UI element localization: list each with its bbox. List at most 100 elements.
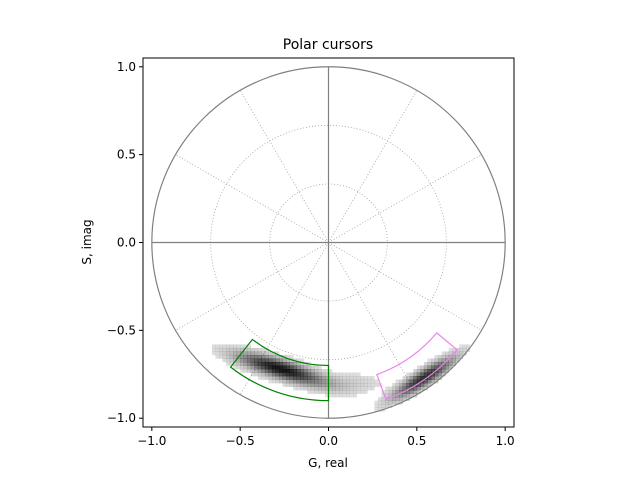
histogram-bin xyxy=(254,347,259,352)
histogram-bin xyxy=(353,376,358,380)
histogram-bin xyxy=(261,372,266,377)
histogram-bin xyxy=(321,383,326,387)
histogram-bin xyxy=(271,379,276,384)
histogram-bin xyxy=(264,361,269,366)
histogram-bin xyxy=(275,354,280,359)
histogram-bin xyxy=(307,369,312,373)
histogram-bin xyxy=(342,390,347,394)
histogram-bin xyxy=(430,361,435,366)
histogram-bin xyxy=(360,376,365,380)
histogram-bin xyxy=(250,351,255,356)
histogram-bin xyxy=(367,386,372,391)
histogram-bin xyxy=(229,354,234,359)
histogram-bin xyxy=(370,386,375,391)
histogram-bin xyxy=(385,390,389,394)
histogram-bin xyxy=(279,379,283,384)
histogram-bin xyxy=(342,379,347,384)
histogram-bin xyxy=(240,347,244,352)
histogram-bin xyxy=(268,372,273,377)
histogram-bin xyxy=(360,383,365,387)
histogram-bin xyxy=(257,372,262,377)
histogram-bin xyxy=(459,351,464,356)
histogram-bin xyxy=(399,386,403,391)
histogram-bin xyxy=(296,386,301,391)
histogram-bin xyxy=(353,390,358,394)
histogram-bin xyxy=(349,379,354,384)
histogram-bin xyxy=(282,361,287,366)
histogram-bin xyxy=(289,372,294,377)
histogram-bin xyxy=(445,365,449,370)
histogram-bin xyxy=(441,372,446,377)
x-tick-label: −1.0 xyxy=(137,434,166,448)
histogram-bin xyxy=(374,383,379,387)
histogram-bin xyxy=(427,383,432,387)
histogram-bin xyxy=(211,351,216,356)
histogram-bin xyxy=(452,358,456,363)
histogram-bin xyxy=(250,372,255,377)
histogram-bin xyxy=(346,393,350,398)
histogram-bin xyxy=(236,365,241,370)
histogram-bin xyxy=(307,390,312,394)
histogram-bin xyxy=(279,369,283,373)
histogram-bin xyxy=(289,361,294,366)
grid-spoke xyxy=(328,242,482,331)
histogram-bin xyxy=(215,354,220,359)
histogram-bin xyxy=(293,365,297,370)
histogram-bin xyxy=(420,372,425,377)
histogram-bin xyxy=(416,369,421,373)
histogram-bin xyxy=(335,383,340,387)
histogram-bin xyxy=(282,379,287,384)
histogram-bin xyxy=(353,386,358,391)
histogram-bin xyxy=(275,369,280,373)
histogram-bin xyxy=(448,365,453,370)
histogram-bin xyxy=(307,383,312,387)
histogram-bin xyxy=(356,383,361,387)
histogram-bin xyxy=(307,365,312,370)
histogram-bin xyxy=(395,390,400,394)
histogram-bin xyxy=(243,354,248,359)
histogram-bin xyxy=(286,369,290,373)
y-tick-label: −1.0 xyxy=(107,411,136,425)
histogram-bin xyxy=(409,379,414,384)
histogram-bin xyxy=(409,390,414,394)
histogram-bin xyxy=(243,358,248,363)
histogram-bin xyxy=(264,354,269,359)
histogram-bin xyxy=(289,383,294,387)
histogram-bin xyxy=(250,369,255,373)
histogram-bin xyxy=(434,376,439,380)
histogram-bin xyxy=(261,369,266,373)
histogram-bin xyxy=(271,361,276,366)
histogram-bin xyxy=(346,386,350,391)
histogram-bin xyxy=(416,376,421,380)
histogram-bin xyxy=(409,383,414,387)
histogram-bin xyxy=(222,358,227,363)
histogram-bin xyxy=(423,383,428,387)
histogram-bin xyxy=(261,347,266,352)
histogram-bin xyxy=(240,361,244,366)
histogram-bin xyxy=(240,344,244,349)
histogram-bin xyxy=(261,351,266,356)
histogram-bin xyxy=(247,361,252,366)
histogram-bin xyxy=(261,365,266,370)
histogram-bin xyxy=(310,369,315,373)
histogram-bin xyxy=(356,379,361,384)
histogram-bin xyxy=(275,376,280,380)
histogram-bin xyxy=(346,390,350,394)
histogram-bin xyxy=(388,397,393,401)
histogram-bin xyxy=(293,369,297,373)
histogram-bin xyxy=(335,386,340,391)
histogram-bin xyxy=(434,361,439,366)
histogram-bin xyxy=(363,383,368,387)
histogram-bin xyxy=(268,379,273,384)
histogram-bin xyxy=(300,379,305,384)
histogram-bin xyxy=(423,372,428,377)
histogram-bin xyxy=(346,376,350,380)
histogram-bin xyxy=(317,365,322,370)
histogram-bin xyxy=(349,376,354,380)
histogram-bin xyxy=(279,372,283,377)
histogram-bin xyxy=(303,386,308,391)
histogram-bin xyxy=(339,386,343,391)
histogram-bin xyxy=(243,347,248,352)
histogram-bin xyxy=(363,386,368,391)
